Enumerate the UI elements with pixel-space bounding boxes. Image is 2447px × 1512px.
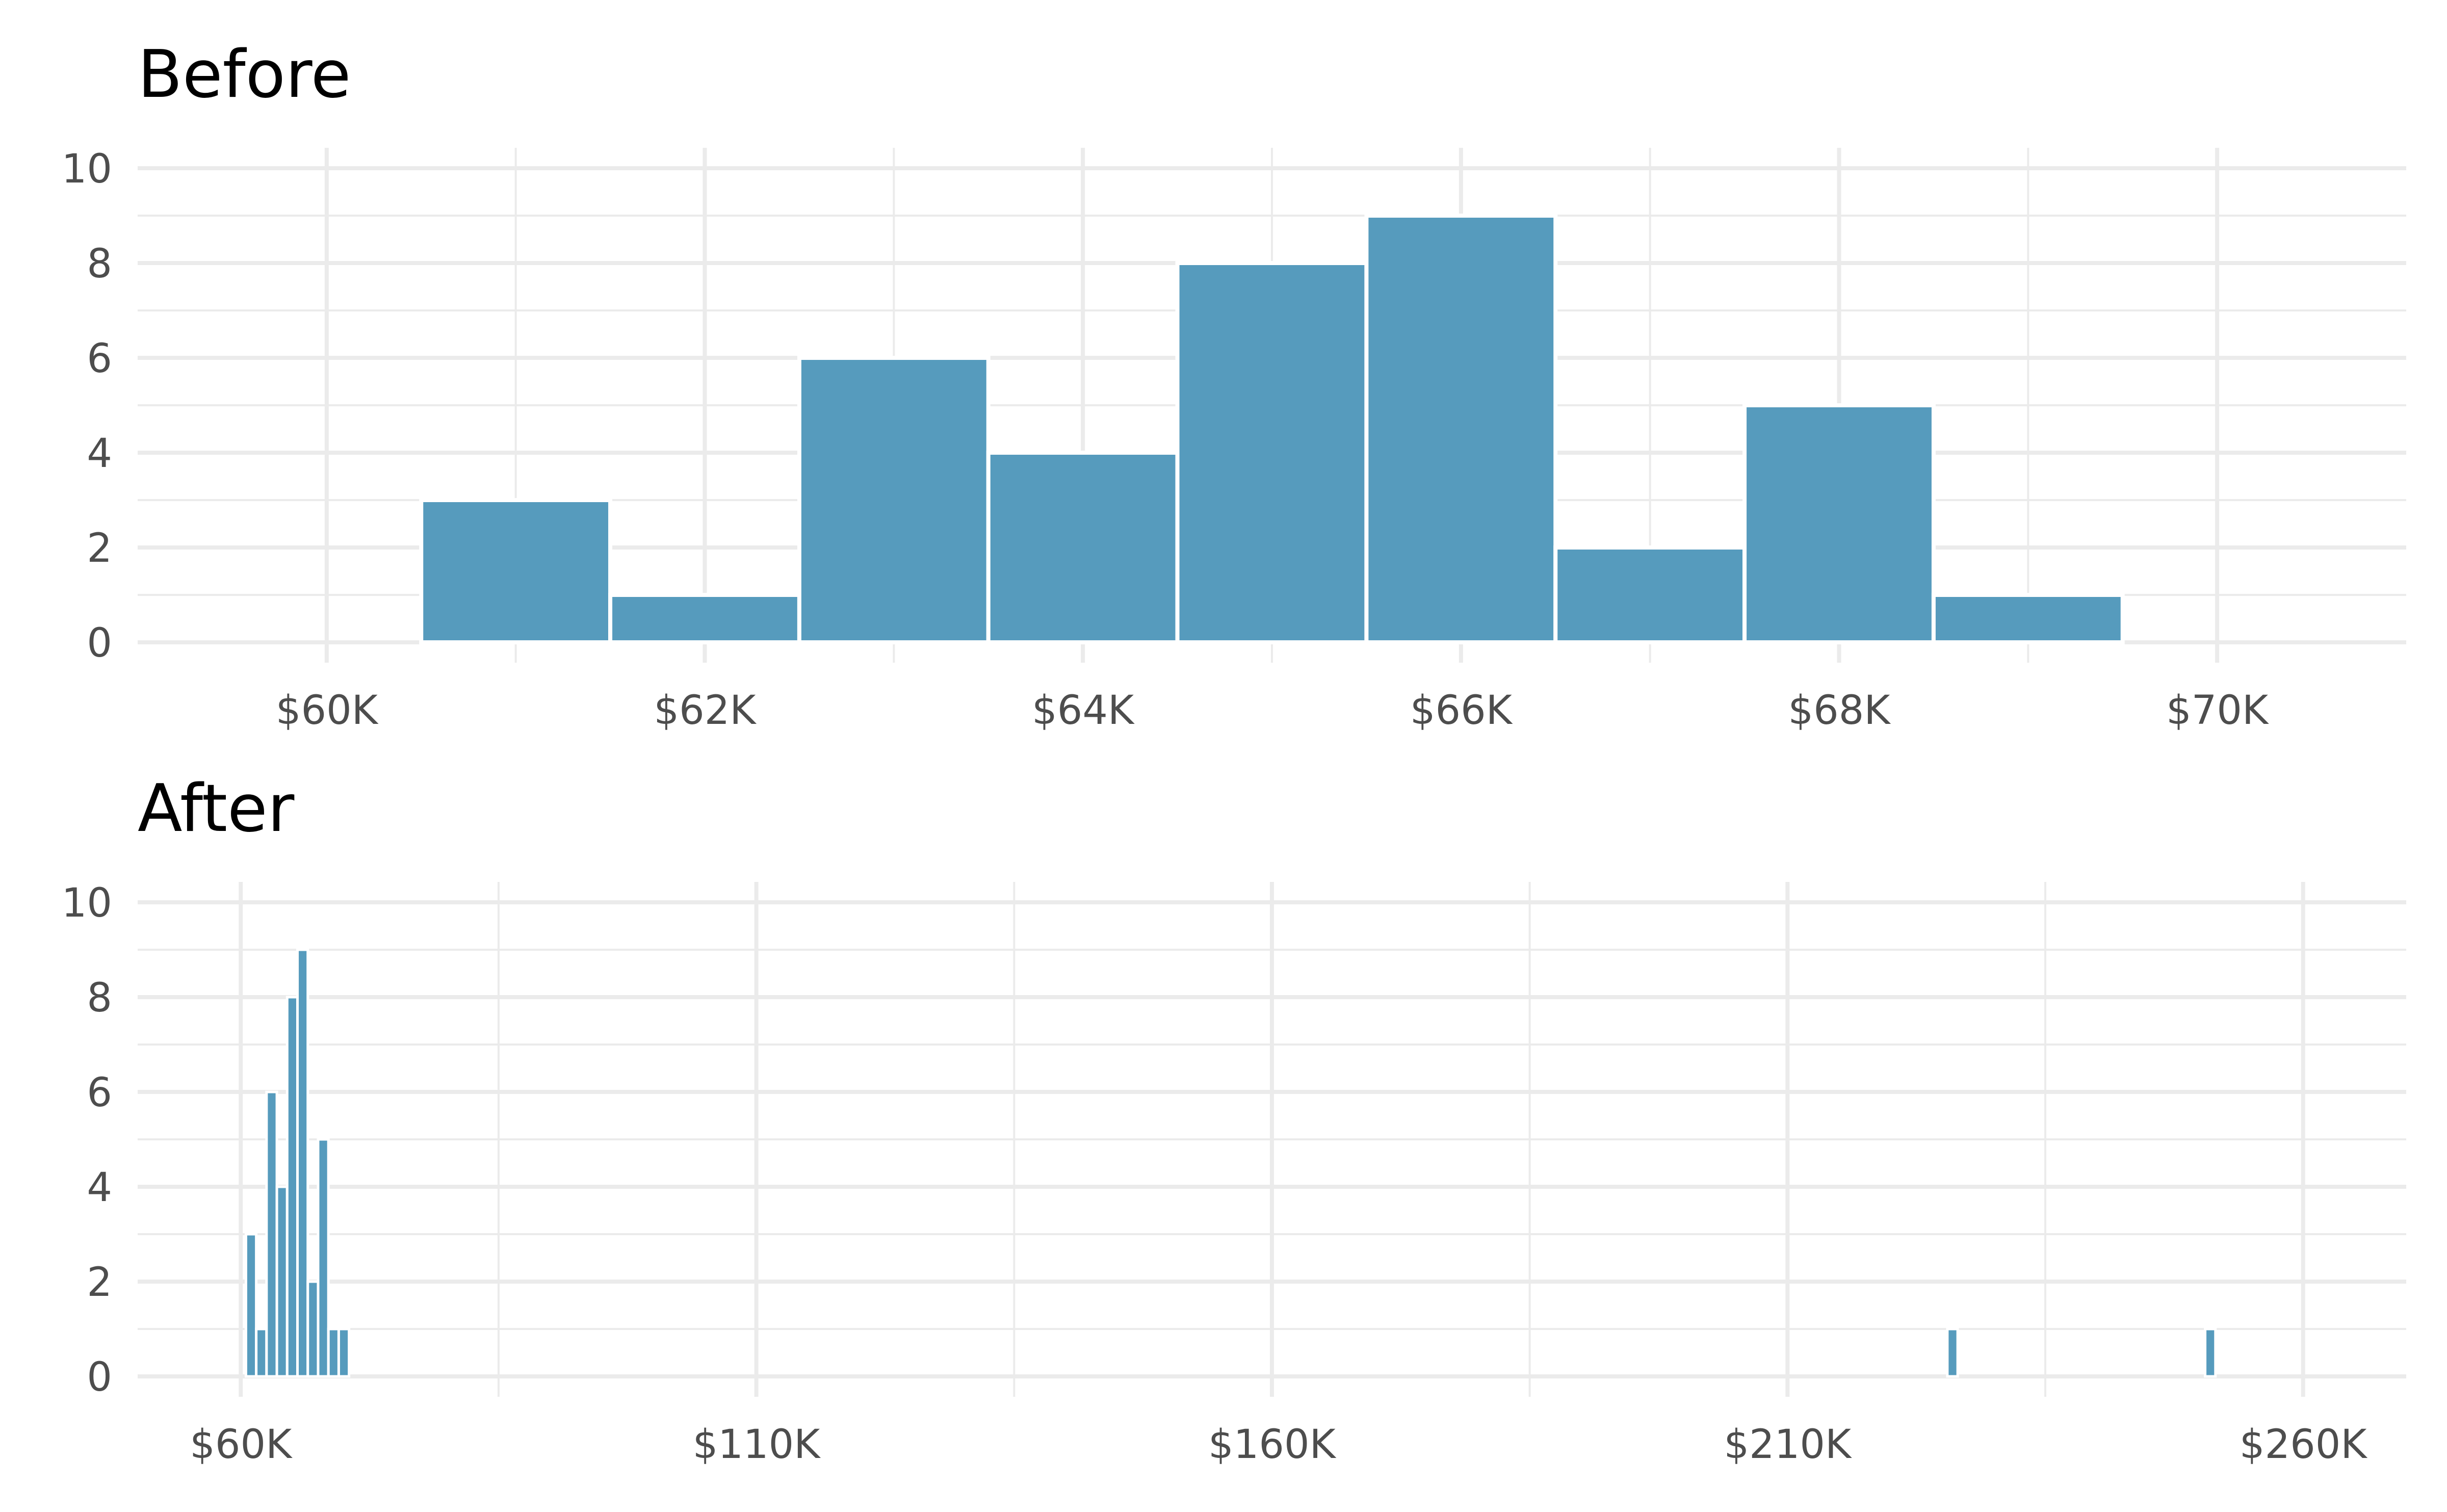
before-x-tick-label: $70K <box>2166 688 2269 734</box>
after-bar-10 <box>1946 1327 1959 1378</box>
before-y-tick-label: 0 <box>87 620 112 666</box>
before-y-tick-label: 6 <box>87 336 112 382</box>
after-y-tick-label: 4 <box>87 1165 112 1211</box>
after-x-tick-label: $160K <box>1208 1422 1337 1468</box>
before-x-tick-label: $62K <box>654 688 757 734</box>
after-x-tick-label: $60K <box>190 1422 293 1468</box>
after-panel: After 0 2 4 6 8 10 $60K $110K $160K $210K $260K <box>62 771 2406 1468</box>
after-y-tick-label: 10 <box>62 880 112 926</box>
after-bar-11 <box>2204 1327 2217 1378</box>
before-bar-4 <box>1175 261 1369 644</box>
after-x-tick-label: $210K <box>1724 1422 1853 1468</box>
before-x-tick-label: $60K <box>276 688 379 734</box>
after-bar-0 <box>244 1233 258 1378</box>
before-x-tick-label: $66K <box>1410 688 1513 734</box>
after-bar-3 <box>275 1185 289 1378</box>
after-y-tick-label: 6 <box>87 1070 112 1116</box>
before-bar-1 <box>608 593 801 644</box>
before-x-tick-label: $64K <box>1032 688 1135 734</box>
before-bar-3 <box>986 451 1180 644</box>
after-x-tick-label: $110K <box>693 1422 821 1468</box>
after-bar-6 <box>306 1280 320 1378</box>
after-bar-2 <box>265 1090 278 1378</box>
after-bar-7 <box>317 1138 330 1378</box>
before-bar-2 <box>797 356 991 644</box>
after-bar-8 <box>327 1327 340 1378</box>
after-title: After <box>138 771 295 847</box>
after-bar-5 <box>296 948 309 1378</box>
before-title: Before <box>138 37 351 113</box>
before-bar-7 <box>1742 403 1936 644</box>
before-bar-8 <box>1931 593 2125 644</box>
before-bar-6 <box>1553 545 1747 644</box>
after-bar-1 <box>255 1327 268 1378</box>
before-x-tick-label: $68K <box>1788 688 1891 734</box>
after-y-tick-label: 0 <box>87 1354 112 1400</box>
before-y-tick-label: 10 <box>62 146 112 192</box>
after-y-tick-label: 2 <box>87 1260 112 1306</box>
before-y-tick-label: 4 <box>87 431 112 477</box>
before-bar-0 <box>419 498 613 644</box>
after-bar-4 <box>285 996 299 1378</box>
before-y-tick-label: 8 <box>87 241 112 287</box>
before-panel: Before 0 2 4 6 8 10 $60K $62K $64K $66K $68K $70K <box>62 37 2406 734</box>
after-bar-9 <box>337 1327 351 1378</box>
before-bar-5 <box>1364 214 1558 644</box>
before-y-tick-label: 2 <box>87 526 112 571</box>
after-y-tick-label: 8 <box>87 975 112 1021</box>
after-x-tick-label: $260K <box>2240 1422 2368 1468</box>
